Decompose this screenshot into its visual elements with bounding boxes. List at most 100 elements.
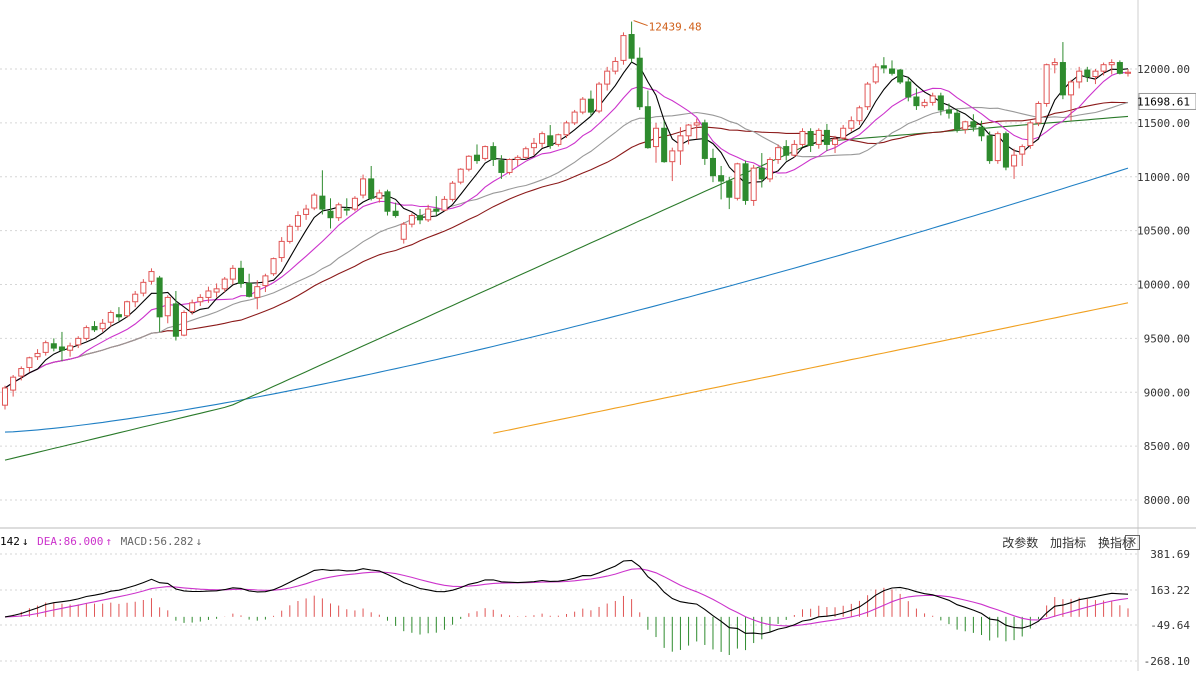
- candle-body: [58, 346, 65, 351]
- candle-body: [1076, 70, 1083, 83]
- candle-body: [1051, 62, 1058, 66]
- candle-body: [400, 223, 407, 240]
- close-icon[interactable]: ✕: [1125, 535, 1140, 550]
- candle-body: [522, 148, 529, 158]
- candle-body: [929, 95, 936, 103]
- candle-body: [335, 204, 342, 219]
- candle-body: [408, 215, 415, 225]
- candle-body: [661, 127, 668, 163]
- candle-body: [1035, 102, 1042, 124]
- candle-body: [864, 83, 871, 108]
- candle-body: [848, 120, 855, 129]
- y-tick-label: 11500.00: [1137, 117, 1190, 130]
- candle-body: [498, 160, 505, 173]
- candle-body: [376, 192, 383, 199]
- macd-legend: 142 ↓ DEA:86.000 ↑ MACD:56.282 ↓: [0, 535, 204, 548]
- candle-body: [962, 121, 969, 130]
- modify-params-button[interactable]: 改参数: [1002, 536, 1039, 550]
- candle-body: [473, 154, 481, 162]
- dea-line: [4, 568, 1129, 627]
- candle-body: [791, 143, 798, 156]
- candle-body: [213, 288, 220, 293]
- candle-body: [343, 208, 350, 211]
- candle-body: [1019, 146, 1026, 155]
- candle-body: [1116, 62, 1123, 74]
- current-price-box: [1138, 92, 1196, 110]
- switch-indicator-button[interactable]: 换指标: [1097, 536, 1134, 550]
- candle-body: [994, 133, 1001, 162]
- candle-body: [628, 34, 635, 59]
- candle-body: [685, 124, 692, 137]
- candle-body: [978, 126, 985, 137]
- candle-body: [897, 69, 904, 83]
- ma20-line: [4, 101, 1129, 389]
- candle-body: [815, 129, 822, 145]
- candle-body: [587, 98, 594, 113]
- candle-body: [172, 303, 179, 337]
- peak-value-label: 12439.48: [649, 21, 702, 34]
- dif-value-label: 142: [0, 535, 20, 548]
- candle-body: [669, 150, 676, 163]
- add-indicator-button[interactable]: 加指标: [1050, 536, 1087, 550]
- y-tick-label: 11000.00: [1137, 171, 1190, 184]
- candle-body: [856, 107, 863, 122]
- candle-body: [327, 210, 334, 219]
- candle-body: [636, 57, 643, 108]
- candle-body: [1059, 62, 1066, 96]
- candle-body: [132, 293, 139, 303]
- candle-body: [91, 326, 98, 331]
- candle-body: [490, 146, 497, 161]
- candle-body: [164, 296, 171, 317]
- candle-body: [823, 129, 830, 145]
- candle-body: [351, 197, 358, 210]
- candle-body: [34, 352, 41, 358]
- candle-body: [880, 65, 887, 69]
- candle-body: [441, 198, 448, 211]
- candle-body: [1011, 154, 1018, 167]
- candle-body: [644, 106, 651, 149]
- candle-body: [652, 127, 660, 148]
- candle-body: [67, 345, 74, 351]
- candle-body: [360, 178, 367, 196]
- candle-body: [970, 121, 977, 128]
- macd-y-tick-label: -49.64: [1150, 619, 1190, 632]
- candle-body: [75, 337, 82, 346]
- candle-body: [701, 122, 708, 159]
- candle-body: [1027, 122, 1034, 147]
- candle-body: [26, 357, 33, 368]
- candle-body: [449, 182, 456, 200]
- current-price-label: 11698.61: [1137, 95, 1190, 108]
- candle-body: [514, 156, 521, 161]
- candle-body: [872, 66, 879, 83]
- candle-body: [1100, 64, 1107, 72]
- candle-body: [954, 112, 961, 130]
- candle-body: [888, 68, 896, 74]
- candle-body: [270, 258, 277, 275]
- candle-body: [229, 267, 236, 280]
- candle-body: [620, 35, 627, 61]
- candle-body: [937, 95, 944, 111]
- candle-body: [783, 146, 790, 156]
- indicator-toolbar: 改参数 加指标 换指标: [994, 534, 1134, 551]
- candle-body: [734, 163, 741, 199]
- y-tick-label: 9500.00: [1144, 332, 1190, 345]
- candle-body: [140, 281, 147, 294]
- candle-body: [1002, 133, 1009, 168]
- ma30-line: [4, 101, 1129, 389]
- candle-body: [457, 168, 464, 183]
- candle-body: [571, 111, 578, 124]
- candle-body: [840, 127, 847, 139]
- candle-body: [677, 135, 684, 152]
- dea-arrow-icon: ↑: [105, 535, 112, 548]
- candle-body: [18, 368, 25, 377]
- candle-body: [221, 278, 228, 290]
- candle-body: [612, 60, 619, 72]
- y-tick-label: 10000.00: [1137, 279, 1190, 292]
- candle-body: [262, 275, 269, 287]
- dif-arrow-icon: ↓: [21, 535, 29, 548]
- y-tick-label: 8500.00: [1144, 440, 1190, 453]
- candle-body: [465, 155, 472, 170]
- candle-body: [384, 191, 391, 212]
